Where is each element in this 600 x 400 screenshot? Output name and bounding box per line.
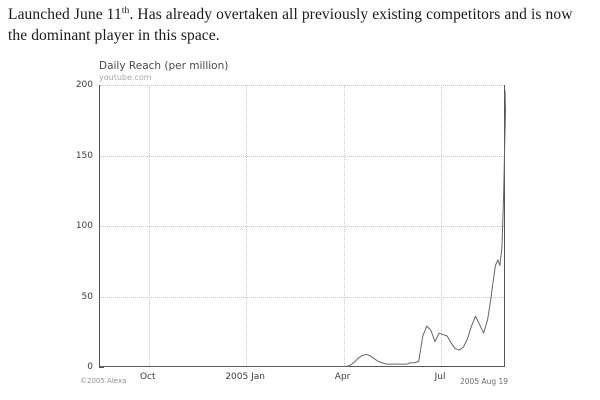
y-axis-tick-label: 50: [81, 291, 93, 302]
header-text-rest: . Has already overtaken all previously e…: [8, 6, 573, 44]
chart-credit: ©2005 Alexa: [80, 377, 127, 385]
y-axis-tick-major: [99, 367, 104, 368]
gridline-horizontal: [100, 296, 504, 298]
chart-as-of-date: 2005 Aug 19: [460, 377, 509, 386]
chart-title: Daily Reach (per million): [99, 60, 229, 72]
plot-area: [99, 85, 506, 367]
x-axis-tick-label: Jul: [434, 372, 446, 382]
series-youtube-com: [100, 90, 506, 367]
alexa-daily-reach-chart: Daily Reach (per million) youtube.com 0 5…: [0, 55, 600, 400]
gridline-horizontal: [100, 155, 504, 157]
gridline-horizontal: [100, 85, 504, 86]
header-ordinal-superscript: th: [121, 4, 130, 16]
header-text-prefix: Launched June 11: [8, 6, 122, 23]
gridline-vertical: [343, 85, 345, 366]
y-axis-tick-label: 100: [75, 221, 93, 231]
y-axis-tick-label: 150: [75, 150, 93, 161]
gridline-vertical: [246, 85, 248, 366]
y-axis-tick-label: 200: [75, 80, 93, 90]
gridline-horizontal: [100, 226, 504, 227]
data-line-series: [100, 90, 506, 367]
gridline-vertical: [441, 85, 443, 366]
header-paragraph: Launched June 11th. Has already overtake…: [8, 4, 588, 46]
x-axis-tick-label: 2005 Jan: [225, 372, 265, 382]
y-axis-tick-label: 0: [87, 362, 93, 372]
chart-subtitle-domain: youtube.com: [99, 73, 152, 82]
x-axis-tick-label: Apr: [334, 372, 351, 382]
gridline-vertical: [148, 85, 150, 366]
x-axis-tick-label: Oct: [139, 372, 156, 382]
